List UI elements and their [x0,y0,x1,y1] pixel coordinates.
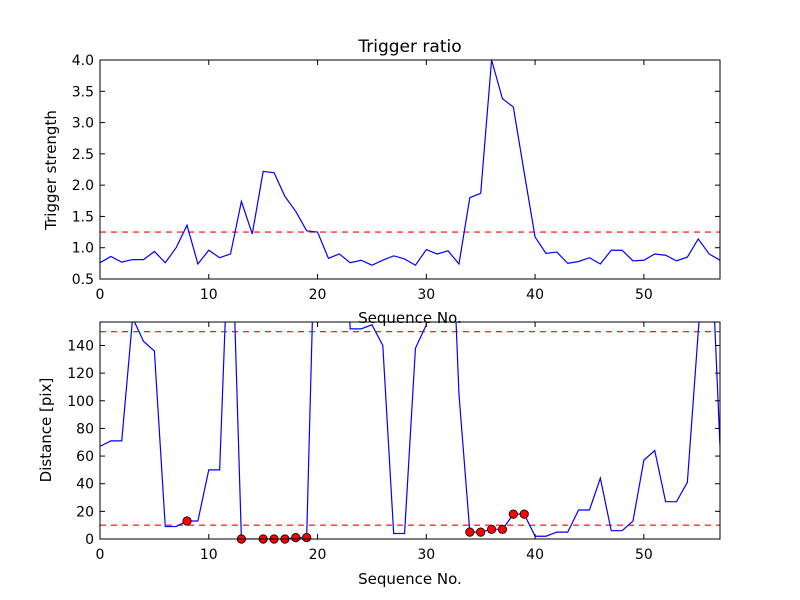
bottom-y-tick-label: 140 [67,338,94,354]
bottom-x-ticks: 0 10 20 30 40 50 [96,322,653,563]
bottom-y-tick-label: 0 [85,532,94,548]
top-x-tick-label: 40 [526,287,544,303]
bottom-marker-point [519,509,529,519]
bottom-y-tick-label: 80 [76,421,94,437]
bottom-y-axis-label: Distance [pix] [37,378,55,483]
bottom-marker-point [497,524,508,534]
bottom-y-tick-label: 120 [67,366,94,382]
top-y-tick-label: 3.5 [72,84,94,100]
top-x-tick-label: 20 [309,287,327,303]
top-x-tick-label: 10 [200,287,218,303]
top-y-tick-label: 2.5 [72,147,94,163]
top-x-tick-label: 50 [635,287,653,303]
top-chart-title: Trigger ratio [357,37,461,57]
top-x-tick-label: 0 [96,287,105,303]
top-plot-area [100,60,720,267]
top-y-ticks: 0.5 1.0 1.5 2.0 2.5 3.0 3.5 4.0 [72,53,720,288]
top-y-axis-label: Trigger strength [42,110,60,231]
top-y-tick-label: 3.0 [72,116,94,132]
bottom-marker-point [302,533,312,543]
bottom-x-tick-label: 30 [417,547,435,563]
bottom-marker-point [291,533,301,543]
bottom-marker-point [182,516,192,526]
bottom-y-tick-label: 40 [76,477,94,493]
top-y-tick-label: 0.5 [72,272,94,288]
bottom-marker-point [476,527,486,537]
bottom-x-tick-label: 40 [526,547,544,563]
bottom-x-axis-label: Sequence No. [358,570,462,588]
bottom-chart: 0 10 20 30 40 50 0 20 40 60 80 100 120 140 Sequence … [37,321,721,588]
bottom-y-tick-label: 60 [76,449,94,465]
top-x-tick-label: 30 [417,287,435,303]
top-x-ticks: 0 10 20 30 40 50 [96,60,653,303]
top-axes-frame [99,59,721,280]
bottom-x-tick-label: 20 [309,547,327,563]
bottom-x-tick-label: 50 [635,547,653,563]
top-x-axis-label: Sequence No. [358,309,462,327]
bottom-x-tick-label: 10 [200,547,218,563]
top-y-tick-label: 1.5 [72,209,94,225]
top-y-tick-label: 1.0 [72,241,94,257]
bottom-series-line [100,322,720,539]
top-series-line [100,60,720,267]
bottom-marker-point [465,527,475,537]
bottom-axes-frame [99,321,721,540]
top-y-tick-label: 4.0 [72,53,94,69]
bottom-marker-point [508,509,518,519]
bottom-marker-point [486,524,497,534]
bottom-y-ticks: 0 20 40 60 80 100 120 140 [67,338,720,548]
bottom-y-tick-label: 100 [67,394,94,410]
top-y-tick-label: 2.0 [72,178,94,194]
bottom-y-tick-label: 20 [76,504,94,520]
bottom-x-tick-label: 0 [96,547,105,563]
